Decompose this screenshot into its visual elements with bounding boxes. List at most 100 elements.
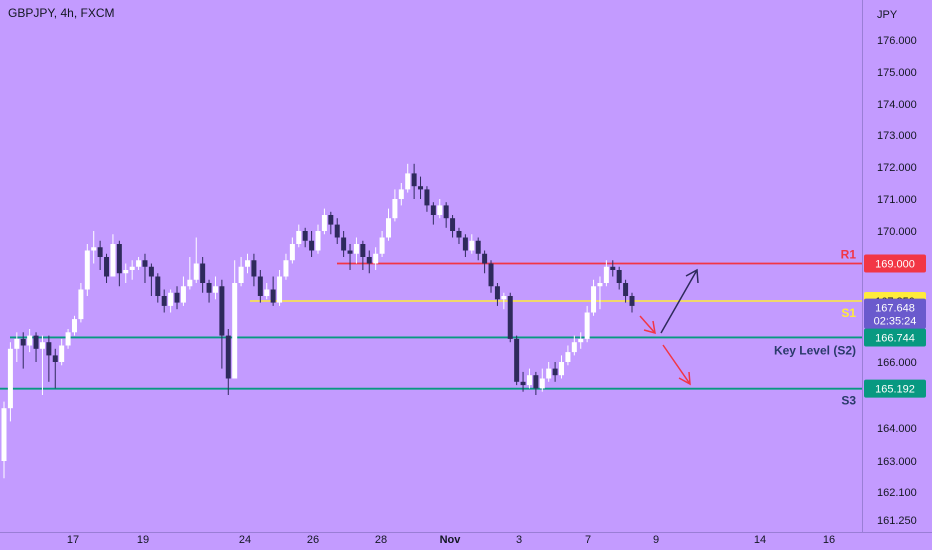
current-price-text: 167.648 [875, 303, 915, 315]
candle-body [7, 348, 13, 409]
candle-body [552, 368, 558, 376]
candle-body [289, 244, 295, 261]
y-tick-label: 170.000 [877, 226, 917, 238]
y-tick-label: 166.000 [877, 357, 917, 369]
candle-body [180, 286, 186, 303]
candle-body [405, 173, 411, 190]
currency-label: JPY [877, 9, 898, 21]
candle-body [347, 250, 353, 254]
arrow-up-line [660, 269, 698, 334]
candle-body [155, 276, 161, 296]
candle-body [212, 286, 218, 293]
candle-body [91, 247, 97, 251]
candle-body [116, 244, 122, 274]
candle-body [411, 173, 417, 187]
candle-body [283, 260, 289, 277]
candle-body [482, 253, 488, 264]
candle-body [1, 408, 7, 461]
arrow-down-line [662, 344, 691, 385]
candle-body [373, 253, 379, 264]
candles-layer [1, 163, 635, 479]
arrow-small-down-head [643, 320, 656, 335]
candle-body [610, 266, 616, 270]
arrow-small-down-line [639, 315, 656, 334]
candle-body [571, 342, 577, 353]
candle-body [136, 260, 142, 267]
candle-body [366, 257, 372, 264]
price-tag-text: 166.744 [875, 332, 915, 344]
candle-body [238, 266, 244, 283]
candle-body [14, 338, 20, 349]
candle-body [46, 342, 52, 356]
candle-body [526, 375, 532, 386]
candle-body [507, 296, 513, 339]
candle-body [78, 289, 84, 320]
y-tick-label: 176.000 [877, 35, 917, 47]
candle-body [59, 345, 65, 362]
candle-body [277, 276, 283, 303]
price-tag-s3 [864, 379, 926, 398]
candle-body [65, 332, 71, 346]
countdown-text: 02:35:24 [874, 316, 917, 328]
candle-body [597, 283, 603, 287]
candle-body [469, 240, 475, 251]
candle-body [142, 260, 148, 267]
candle-body [315, 231, 321, 251]
candle-body [84, 250, 90, 290]
candle-body [309, 240, 315, 251]
x-tick-label: Nov [440, 534, 462, 546]
x-tick-label: 24 [239, 534, 251, 546]
candle-body [257, 276, 263, 296]
candle-body [232, 283, 238, 379]
candle-body [168, 292, 174, 306]
candle-body [462, 237, 468, 251]
candle-body [353, 244, 359, 254]
candle-body [302, 231, 308, 241]
forecast-arrows [639, 268, 699, 386]
candle-body [546, 368, 552, 379]
candle-body [33, 335, 39, 349]
candle-body [328, 215, 334, 225]
y-tick-label: 175.000 [877, 67, 917, 79]
candle-body [187, 279, 193, 287]
candle-body [520, 381, 526, 386]
candle-body [161, 296, 167, 306]
candle-body [245, 260, 251, 267]
candle-body [97, 247, 103, 257]
y-tick-label: 173.000 [877, 130, 917, 142]
candle-body [430, 205, 436, 215]
candle-body [533, 375, 539, 389]
candle-body [578, 338, 584, 343]
y-tick-label: 161.250 [877, 515, 917, 527]
candle-body [200, 263, 206, 283]
candle-body [360, 244, 366, 257]
price-tag-r1 [864, 254, 926, 273]
candle-body [603, 266, 609, 283]
y-tick-label: 163.000 [877, 456, 917, 468]
y-tick-label: 164.000 [877, 423, 917, 435]
level-tag: Key Level (S2) [774, 343, 856, 357]
candle-body [52, 355, 58, 362]
arrow-up-head [685, 268, 699, 284]
candle-body [539, 378, 545, 389]
candle-body [398, 189, 404, 199]
candle-body [174, 292, 180, 303]
candle-body [104, 257, 110, 277]
levels-layer [0, 262, 862, 390]
x-tick-label: 28 [375, 534, 387, 546]
y-tick-label: 174.000 [877, 99, 917, 111]
candle-body [616, 270, 622, 283]
candle-body [71, 319, 77, 333]
arrow-down-head [678, 371, 691, 386]
price-tag-text: 165.192 [875, 384, 915, 396]
candle-body [148, 266, 154, 277]
price-tag-text: 169.000 [875, 259, 915, 271]
candle-body [296, 231, 302, 244]
current-price-tag [864, 298, 926, 329]
level-tag: R1 [841, 248, 857, 262]
x-tick-label: 17 [67, 534, 79, 546]
candle-body [450, 218, 456, 231]
